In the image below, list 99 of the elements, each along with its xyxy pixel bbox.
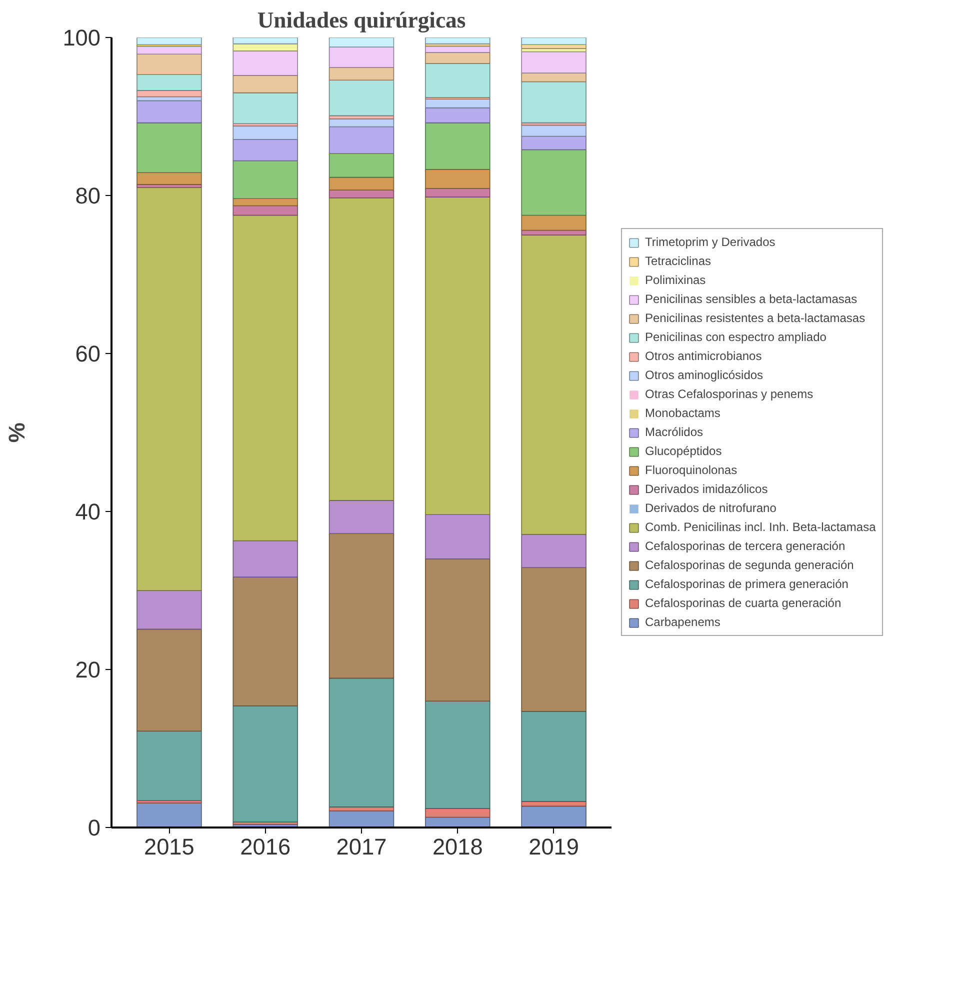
x-tick-label: 2015 — [144, 834, 194, 860]
legend-label: Penicilinas resistentes a beta-lactamasas — [645, 311, 866, 325]
bar — [425, 514, 490, 560]
bar — [136, 172, 202, 185]
bar — [521, 230, 586, 236]
bar — [425, 98, 490, 108]
y-tick-label: 20 — [75, 656, 100, 682]
bar — [328, 197, 394, 501]
bar — [328, 80, 394, 116]
bar — [136, 802, 202, 828]
bar — [328, 176, 394, 190]
bar — [425, 38, 490, 44]
bar — [328, 126, 394, 154]
bar — [521, 81, 586, 124]
bar — [232, 43, 298, 52]
bar — [521, 51, 586, 74]
y-tick-label: 60 — [75, 340, 100, 366]
bar — [521, 806, 586, 828]
bar — [328, 678, 394, 808]
bar — [425, 122, 490, 170]
bar — [425, 188, 490, 198]
bar — [136, 628, 202, 732]
x-tick-label: 2017 — [336, 834, 387, 860]
legend-label: Cefalosporinas de segunda generación — [645, 558, 854, 572]
legend-label: Glucopéptidos — [645, 444, 722, 458]
bar — [425, 196, 490, 516]
bar — [521, 214, 586, 231]
legend-label: Cefalosporinas de cuarta generación — [645, 596, 842, 610]
bar — [136, 46, 202, 54]
legend-label: Penicilinas sensibles a beta-lactamasas — [645, 292, 858, 306]
y-axis-title: % — [4, 422, 30, 443]
bar — [136, 187, 202, 591]
legend-label: Macrólidos — [645, 425, 704, 439]
x-tick-label: 2018 — [432, 834, 483, 860]
legend-label: Penicilinas con espectro ampliado — [645, 330, 826, 344]
bar — [425, 169, 490, 189]
bar — [232, 160, 298, 200]
bar — [521, 710, 586, 802]
bar — [521, 149, 586, 216]
legend-label: Derivados imidazólicos — [645, 482, 768, 496]
legend-label: Carbapenems — [645, 615, 720, 629]
bar — [136, 54, 202, 76]
bar — [232, 50, 298, 76]
bar — [136, 122, 202, 173]
bar — [425, 46, 490, 53]
bar — [328, 46, 394, 68]
bar — [328, 500, 394, 534]
bar — [521, 38, 586, 46]
y-tick-label: 0 — [88, 814, 101, 840]
legend-label: Otras Cefalosporinas y penems — [645, 387, 814, 401]
bar — [136, 38, 202, 46]
legend-label: Fluoroquinolonas — [645, 463, 738, 477]
bar — [328, 38, 394, 48]
bar — [521, 534, 586, 568]
bar — [425, 808, 490, 818]
bar — [232, 540, 298, 578]
bar — [425, 63, 490, 98]
bar — [425, 107, 490, 124]
x-tick-label: 2019 — [528, 834, 580, 860]
bar — [136, 590, 202, 630]
legend-label: Tetraciclinas — [645, 254, 712, 268]
bar — [232, 38, 298, 44]
bar — [328, 190, 394, 198]
bar — [425, 52, 490, 64]
bar — [521, 234, 586, 535]
bar — [232, 576, 298, 706]
bar — [232, 75, 298, 94]
chart-title: Unidades quirúrgicas — [257, 8, 466, 32]
legend-label: Monobactams — [645, 406, 720, 420]
legend-label: Derivados de nitrofurano — [645, 501, 776, 515]
bar — [328, 153, 394, 178]
bar — [521, 124, 586, 137]
bar — [232, 705, 298, 822]
y-tick-label: 100 — [62, 24, 101, 50]
legend-label: Comb. Penicilinas incl. Inh. Beta-lactamasa — [645, 520, 876, 534]
bar — [521, 72, 586, 82]
x-tick-label: 2016 — [240, 834, 291, 860]
bar — [232, 205, 298, 216]
bar — [136, 100, 202, 124]
legend-label: Cefalosporinas de tercera generación — [645, 539, 846, 553]
y-tick-label: 40 — [75, 498, 100, 524]
bar — [425, 700, 490, 809]
bar — [521, 567, 586, 712]
bar — [232, 139, 298, 162]
bar — [136, 730, 202, 802]
bar — [232, 92, 298, 124]
legend-label: Cefalosporinas de primera generación — [645, 577, 848, 591]
bar — [136, 74, 202, 91]
bar — [328, 67, 394, 81]
bar — [328, 533, 394, 679]
bar — [232, 126, 298, 140]
legend-label: Otros antimicrobianos — [645, 349, 762, 363]
legend-label: Polimixinas — [645, 273, 706, 287]
bar — [425, 558, 490, 702]
bar — [521, 136, 586, 150]
legend-label: Otros aminoglicósidos — [645, 368, 764, 382]
bar — [232, 214, 298, 542]
y-tick-label: 80 — [75, 182, 100, 208]
legend-label: Trimetoprim y Derivados — [645, 235, 776, 249]
